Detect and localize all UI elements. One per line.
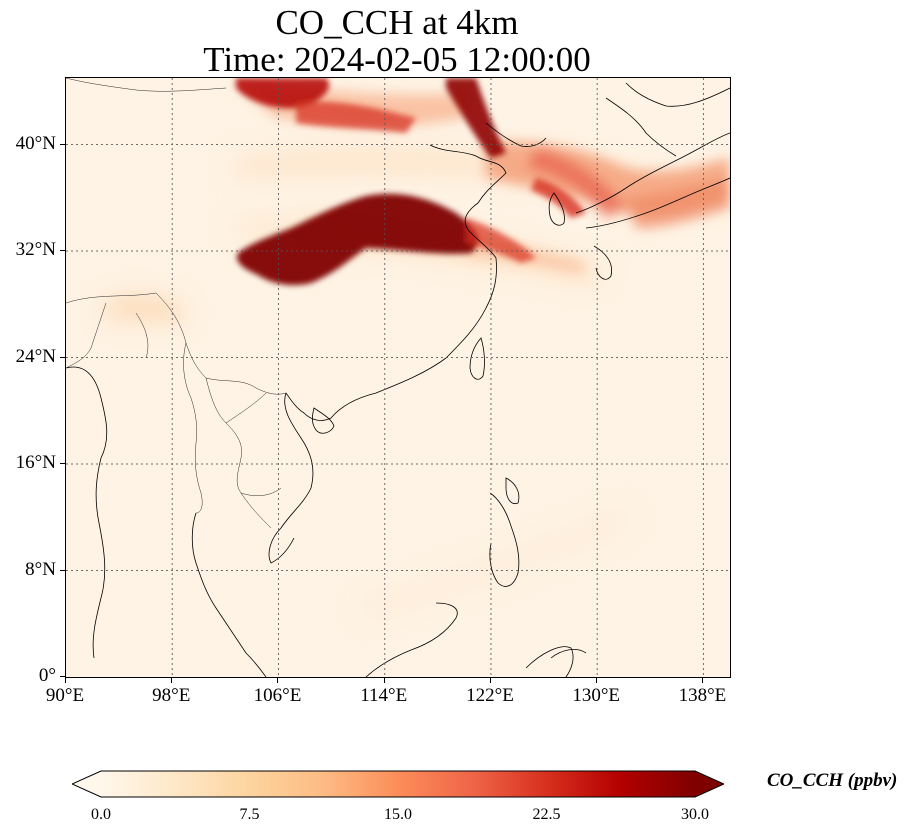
gridlines	[66, 78, 730, 677]
lat-tick-mark	[60, 676, 65, 677]
coastlines	[66, 82, 730, 677]
country-borders	[66, 78, 287, 529]
colorbar-extend-low	[72, 771, 101, 797]
concentration-field-high	[236, 78, 586, 286]
lon-tick-mark	[702, 678, 704, 683]
chart-subtitle: Time: 2024-02-05 12:00:00	[203, 40, 591, 79]
map-panel	[65, 77, 731, 678]
lat-tick-mark	[60, 143, 65, 145]
lon-tick-label: 138°E	[678, 685, 727, 706]
colorbar-label: CO_CCH (ppbv)	[767, 770, 898, 791]
lon-tick-mark	[277, 678, 279, 683]
lon-tick-label: 106°E	[253, 685, 302, 706]
lon-tick-mark	[65, 678, 66, 683]
map-canvas	[66, 78, 730, 677]
colorbar-tick-label: 22.5	[532, 806, 561, 823]
chart-title: CO_CCH at 4km	[275, 3, 519, 42]
lon-tick-mark	[171, 678, 173, 683]
colorbar-tick-label: 0.0	[91, 806, 111, 823]
lat-tick-mark	[60, 463, 65, 465]
lon-tick-label: 98°E	[152, 685, 191, 706]
colorbar-outline	[72, 770, 724, 798]
lon-tick-label: 114°E	[360, 685, 408, 706]
lat-tick-label: 24°N	[15, 345, 56, 367]
colorbar-tick-label: 30.0	[681, 806, 709, 823]
lat-tick-label: 0°	[38, 665, 56, 686]
lat-tick-mark	[60, 356, 65, 358]
lat-tick-label: 32°N	[15, 239, 56, 261]
lon-tick-label: 90°E	[45, 685, 85, 706]
lon-tick-label: 130°E	[572, 685, 621, 706]
lat-tick-label: 16°N	[15, 452, 56, 474]
lon-tick-mark	[383, 678, 385, 683]
lat-tick-mark	[60, 569, 65, 571]
lon-tick-mark	[489, 678, 491, 683]
lat-tick-mark	[60, 250, 65, 252]
lon-tick-mark	[596, 678, 598, 683]
lat-tick-label: 8°N	[25, 558, 56, 580]
colorbar	[72, 770, 724, 798]
colorbar-tick-label: 7.5	[239, 806, 260, 823]
colorbar-gradient	[101, 771, 695, 797]
lon-tick-label: 122°E	[466, 685, 514, 706]
colorbar-extend-high	[695, 771, 724, 797]
colorbar-tick-label: 15.0	[384, 806, 412, 823]
lat-tick-label: 40°N	[15, 132, 56, 154]
